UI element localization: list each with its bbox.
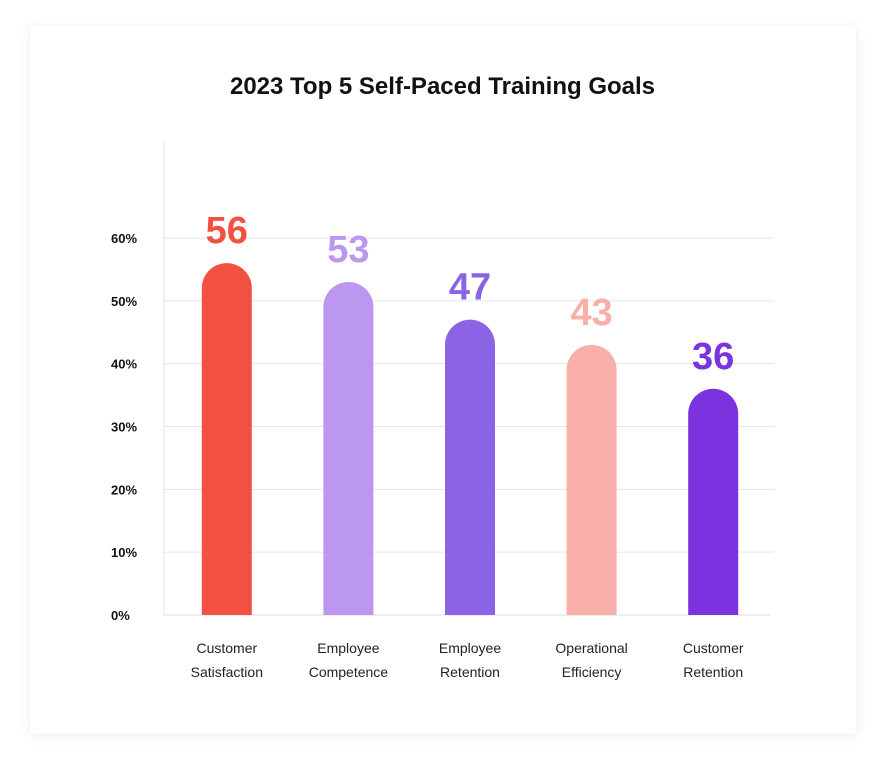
- bar: [566, 344, 617, 615]
- value-label: 56: [206, 210, 248, 252]
- x-tick-label: Retention: [683, 664, 743, 680]
- y-tick-label: 40%: [111, 357, 137, 372]
- y-tick-label: 30%: [111, 420, 137, 435]
- y-tick-label: 10%: [111, 545, 137, 560]
- x-tick-label: Retention: [440, 664, 500, 680]
- x-tick-label: Operational: [555, 640, 627, 656]
- y-tick-label: 50%: [111, 294, 137, 309]
- x-tick-label: Customer: [683, 640, 744, 656]
- chart-card: [30, 26, 856, 734]
- value-label: 53: [327, 229, 369, 271]
- x-tick-label: Satisfaction: [191, 664, 263, 680]
- bar: [688, 388, 739, 615]
- x-tick-label: Competence: [309, 664, 389, 680]
- x-tick-label: Customer: [196, 640, 257, 656]
- value-label: 43: [570, 292, 612, 334]
- x-tick-label: Efficiency: [562, 664, 622, 680]
- bar: [201, 263, 252, 615]
- y-tick-label: 60%: [111, 231, 137, 246]
- bar: [445, 319, 495, 615]
- x-tick-label: Employee: [439, 640, 501, 656]
- value-label: 47: [449, 267, 491, 309]
- chart-title: 2023 Top 5 Self-Paced Training Goals: [229, 73, 656, 100]
- value-label: 36: [692, 336, 734, 378]
- bar: [323, 281, 374, 615]
- x-tick-label: Employee: [317, 640, 379, 656]
- y-tick-label: 0%: [111, 608, 130, 623]
- y-tick-label: 20%: [111, 482, 137, 497]
